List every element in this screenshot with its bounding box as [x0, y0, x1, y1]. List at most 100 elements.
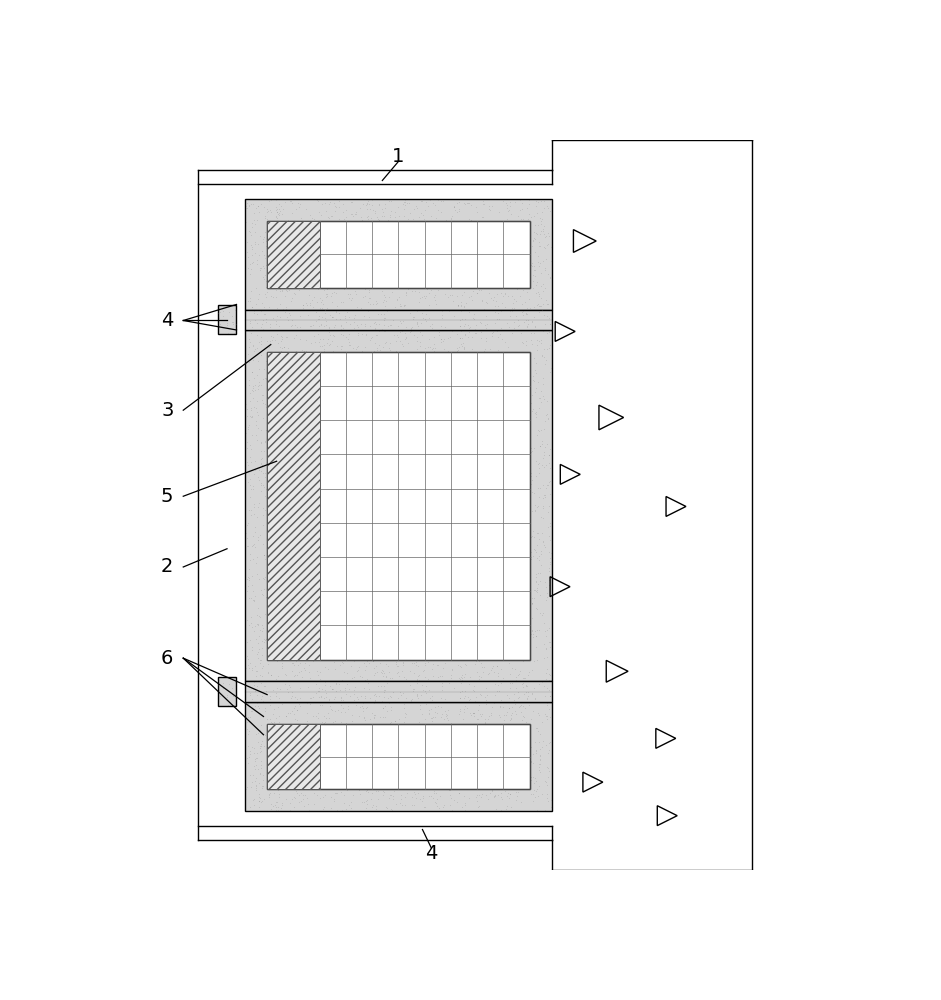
Point	[263, 785, 278, 801]
Point	[506, 291, 521, 307]
Point	[251, 334, 266, 350]
Point	[263, 757, 278, 773]
Point	[301, 657, 316, 673]
Point	[313, 688, 328, 704]
Point	[319, 286, 334, 302]
Point	[287, 444, 302, 460]
Point	[510, 318, 525, 334]
Point	[358, 242, 373, 258]
Point	[456, 461, 471, 477]
Point	[540, 649, 555, 665]
Point	[380, 588, 395, 604]
Point	[519, 565, 534, 581]
Point	[427, 558, 442, 574]
Point	[514, 383, 529, 399]
Point	[345, 732, 360, 748]
Point	[466, 705, 481, 721]
Point	[390, 448, 405, 464]
Point	[323, 631, 338, 647]
Point	[288, 473, 303, 489]
Point	[470, 414, 486, 430]
Point	[397, 778, 412, 794]
Point	[266, 383, 281, 399]
Point	[498, 535, 513, 551]
Point	[463, 437, 478, 453]
Point	[529, 365, 544, 381]
Point	[316, 416, 331, 432]
Point	[418, 738, 433, 754]
Point	[253, 753, 268, 769]
Point	[424, 345, 439, 361]
Point	[429, 645, 444, 661]
Point	[526, 230, 541, 246]
Point	[242, 471, 257, 487]
Point	[508, 680, 523, 696]
Point	[386, 757, 401, 773]
Point	[471, 505, 486, 521]
Point	[495, 643, 510, 659]
Point	[430, 412, 445, 428]
Point	[405, 319, 420, 335]
Point	[460, 532, 475, 548]
Point	[419, 269, 434, 285]
Point	[458, 353, 473, 369]
Point	[254, 387, 269, 403]
Point	[528, 566, 543, 582]
Point	[327, 735, 342, 751]
Point	[372, 267, 387, 283]
Point	[415, 456, 430, 472]
Point	[240, 738, 255, 754]
Point	[470, 469, 486, 485]
Point	[289, 367, 304, 383]
Point	[284, 727, 299, 743]
Point	[477, 724, 492, 740]
Point	[353, 384, 368, 400]
Point	[259, 683, 274, 699]
Point	[534, 211, 550, 227]
Point	[464, 639, 479, 655]
Point	[405, 507, 420, 523]
Point	[444, 662, 459, 678]
Point	[316, 264, 331, 280]
Point	[283, 318, 298, 334]
Point	[255, 410, 270, 426]
Point	[342, 534, 357, 550]
Point	[478, 475, 493, 491]
Point	[445, 208, 460, 224]
Point	[526, 529, 541, 545]
Point	[464, 292, 479, 308]
Point	[295, 716, 310, 732]
Point	[438, 474, 453, 490]
Point	[436, 333, 451, 349]
Point	[338, 586, 353, 602]
Point	[457, 634, 472, 650]
Point	[281, 462, 296, 478]
Point	[273, 328, 288, 344]
Point	[523, 332, 538, 348]
Point	[502, 769, 518, 785]
Point	[361, 645, 376, 661]
Point	[452, 670, 467, 686]
Point	[328, 218, 343, 234]
Point	[257, 634, 272, 650]
Point	[375, 746, 391, 762]
Point	[400, 522, 415, 538]
Point	[277, 535, 292, 551]
Point	[427, 456, 442, 472]
Point	[391, 369, 407, 385]
Point	[332, 472, 347, 488]
Point	[292, 199, 307, 215]
Point	[426, 195, 441, 211]
Point	[269, 210, 284, 226]
Point	[469, 228, 484, 244]
Point	[304, 518, 319, 534]
Point	[316, 282, 331, 298]
Point	[515, 606, 530, 622]
Point	[328, 226, 343, 242]
Point	[291, 216, 306, 232]
Point	[463, 455, 478, 471]
Point	[455, 546, 470, 562]
Point	[268, 216, 283, 232]
Point	[387, 280, 402, 296]
Point	[473, 619, 488, 635]
